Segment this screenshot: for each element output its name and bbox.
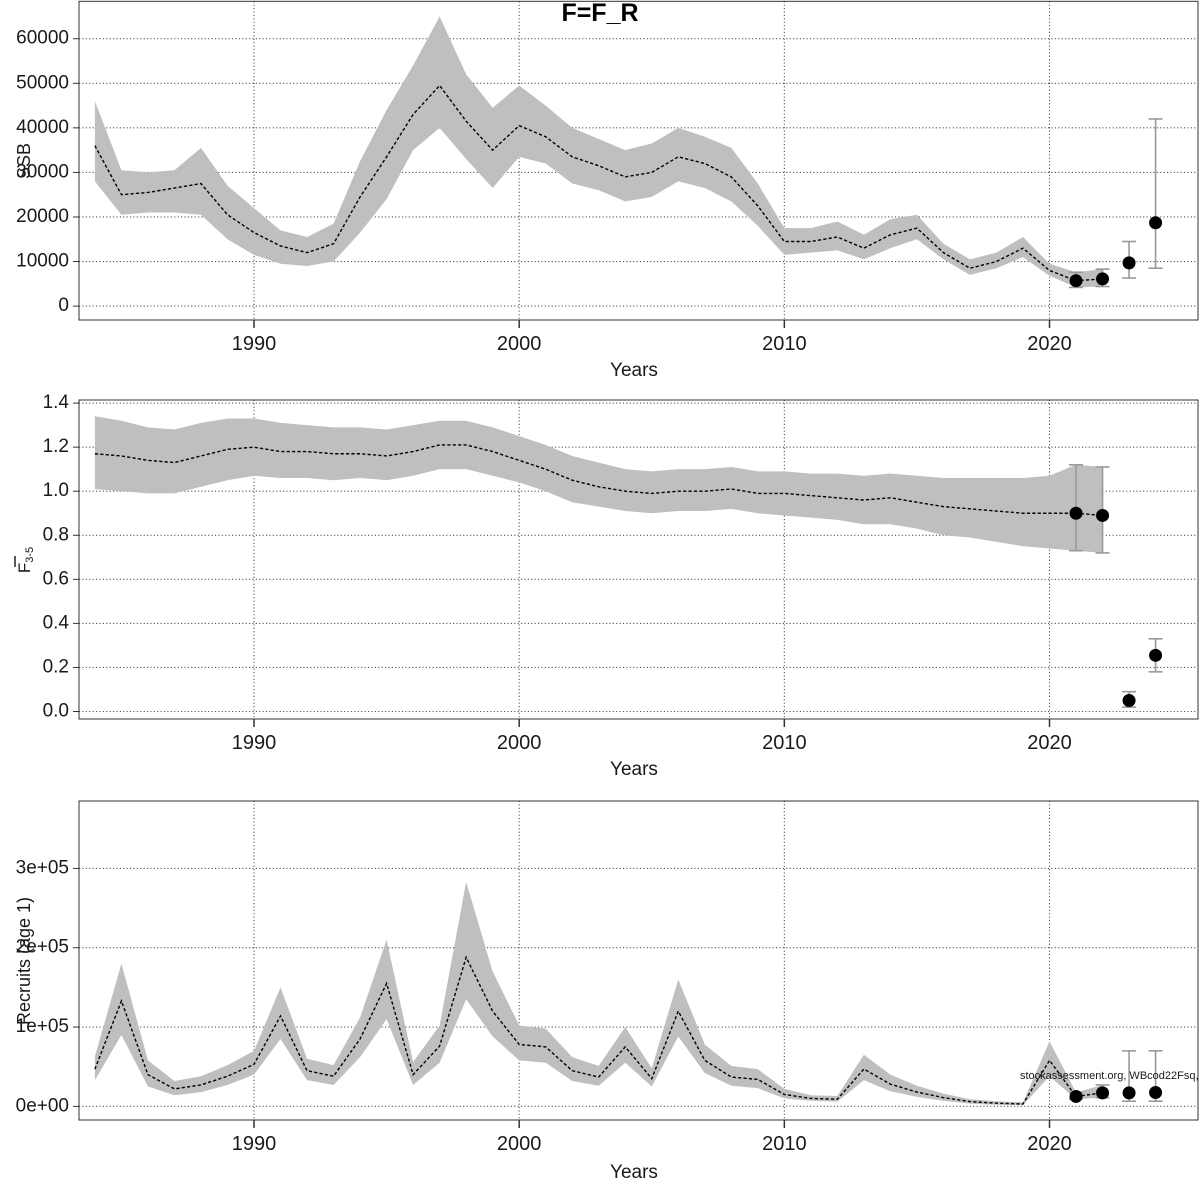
svg-text:Years: Years (610, 1162, 658, 1183)
svg-text:1990: 1990 (232, 1133, 277, 1155)
svg-text:SSB: SSB (14, 143, 34, 179)
svg-text:50000: 50000 (16, 72, 69, 93)
svg-text:2000: 2000 (497, 732, 542, 754)
svg-text:2020: 2020 (1027, 732, 1072, 754)
svg-text:2020: 2020 (1027, 1133, 1072, 1155)
svg-text:0.2: 0.2 (43, 656, 69, 677)
svg-text:10000: 10000 (16, 251, 69, 272)
svg-text:2000: 2000 (497, 333, 542, 355)
svg-text:0.8: 0.8 (43, 524, 69, 545)
svg-text:2000: 2000 (497, 1133, 542, 1155)
svg-text:1990: 1990 (232, 732, 277, 754)
svg-text:40000: 40000 (16, 117, 69, 138)
svg-text:1.0: 1.0 (43, 480, 69, 501)
svg-text:1990: 1990 (232, 333, 277, 355)
svg-text:Years: Years (610, 759, 658, 780)
svg-text:2010: 2010 (762, 333, 807, 355)
svg-text:60000: 60000 (16, 28, 69, 49)
svg-text:Years: Years (610, 360, 658, 381)
svg-text:stockassessment.org, WBcod22Fs: stockassessment.org, WBcod22Fsq, FshS3a2… (1020, 1070, 1200, 1082)
svg-text:2020: 2020 (1027, 333, 1072, 355)
svg-text:0.4: 0.4 (43, 612, 70, 633)
svg-text:2010: 2010 (762, 1133, 807, 1155)
svg-text:F=F_R: F=F_R (561, 0, 638, 27)
svg-text:2010: 2010 (762, 732, 807, 754)
svg-text:Recruits (age 1): Recruits (age 1) (14, 897, 34, 1025)
svg-text:0.0: 0.0 (43, 701, 69, 722)
svg-text:3e+05: 3e+05 (16, 857, 69, 878)
svg-text:0e+00: 0e+00 (16, 1095, 69, 1116)
svg-text:0.6: 0.6 (43, 568, 69, 589)
svg-text:20000: 20000 (16, 206, 69, 227)
svg-text:1.4: 1.4 (43, 392, 70, 413)
svg-text:0: 0 (58, 295, 69, 316)
svg-text:1.2: 1.2 (43, 436, 69, 457)
